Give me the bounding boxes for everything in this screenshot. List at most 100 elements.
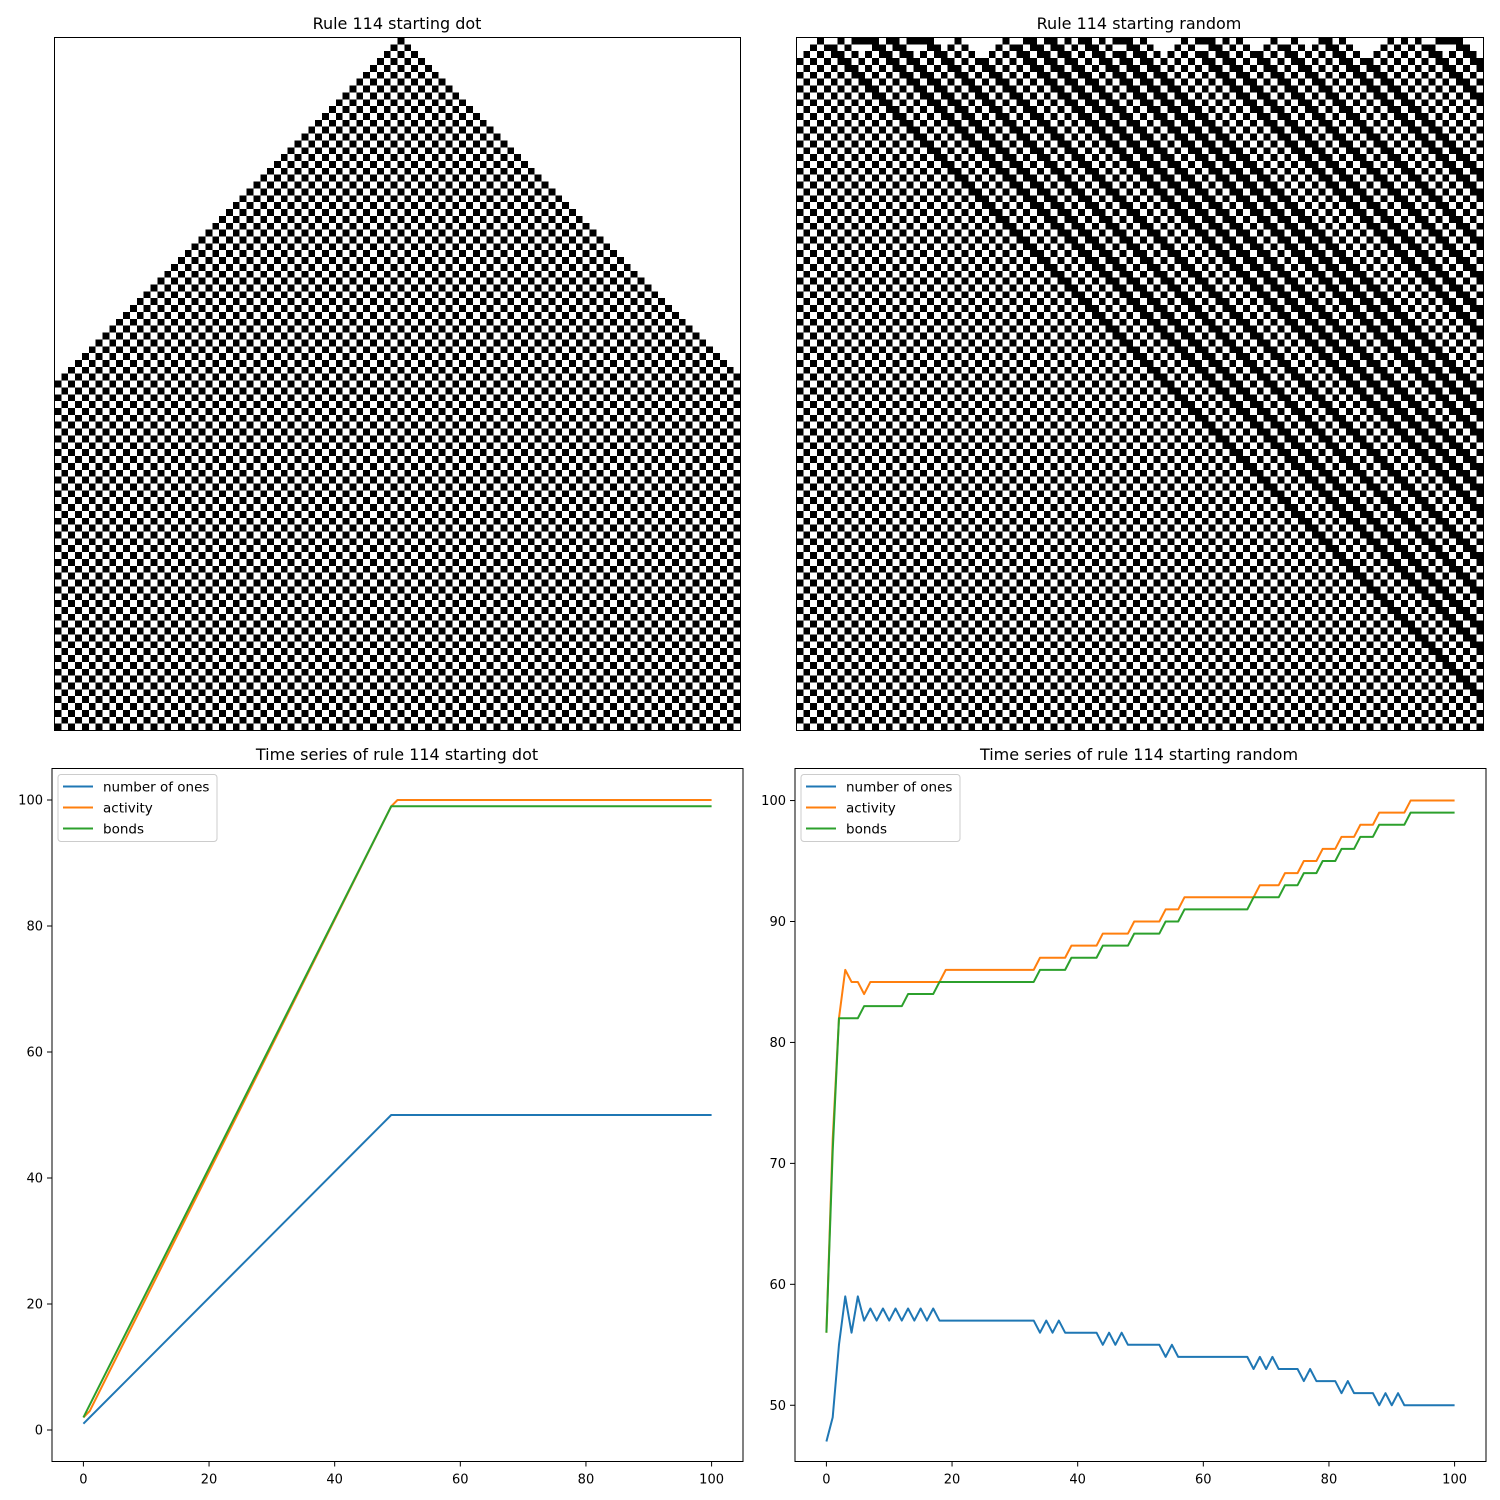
timeseries-dot-plot: 0 20 40 60 80 100 0 20 40 60 80 100 number of ones ac… [18,768,744,1488]
legend-label: number of ones [103,780,209,796]
ca-row [803,709,1484,717]
ca-row [226,209,576,216]
ca-row [54,572,734,580]
ca-row [95,339,707,347]
ca-row [54,627,734,635]
ca-row [796,387,1484,395]
ca-row [232,202,570,210]
ca-dot-panel: Rule 114 starting dot [54,14,741,731]
legend-label: activity [103,801,153,817]
ca-random-frame [796,37,1484,731]
x-tick-label: 40 [326,1473,343,1488]
ca-row [61,387,741,395]
ca-row [54,408,734,415]
ca-row [205,229,597,237]
y-tick-label: 80 [26,920,43,935]
ca-row [328,106,473,113]
ca-row [803,586,1484,594]
ca-row [136,298,666,306]
ca-row [54,394,734,402]
ca-row [803,284,1477,292]
ca-row [796,469,1484,477]
series-line-bonds [82,805,712,1418]
ca-row [796,703,1477,710]
legend: number of ones activity bonds [57,774,218,842]
ca-row [796,579,1477,587]
ca-row [383,51,419,59]
ca-row [796,497,1477,505]
ca-row [803,723,1484,731]
legend-label: bonds [103,822,144,838]
ca-row [335,99,467,107]
ca-row [803,147,1477,155]
ca-row [803,215,1477,223]
ca-row [803,600,1477,607]
series-line-number-of-ones [825,1295,1455,1442]
legend: number of ones activity bonds [800,774,961,842]
ca-row [803,380,1477,388]
ca-row [796,359,1484,367]
ca-row [810,44,1470,52]
ca-row [796,263,1477,271]
y-tick-label: 70 [769,1157,786,1172]
ca-row [191,243,611,251]
ca-row [88,346,714,354]
ca-row [61,401,741,409]
ca-row [342,92,460,100]
ca-row [796,483,1484,491]
timeseries-random-panel: Time series of rule 114 starting random … [761,745,1487,1488]
ca-row [54,435,734,443]
ca-row [796,428,1484,436]
ca-row [54,380,734,388]
ca-row [219,215,583,223]
ca-row [803,531,1477,539]
ca-row [796,373,1484,381]
y-tick-label: 80 [769,1036,786,1051]
y-tick-label: 60 [26,1046,43,1061]
ca-random-title: Rule 114 starting random [1037,14,1242,33]
x-tick-label: 80 [578,1473,595,1488]
ca-row [54,545,734,553]
ca-row [61,661,741,669]
ca-row [54,723,734,731]
ca-row [198,236,604,244]
x-tick-label: 40 [1069,1473,1086,1488]
ca-row [212,222,590,230]
ca-row [796,318,1477,326]
ca-row [803,133,1477,141]
ca-row [102,332,700,340]
ca-row [150,284,652,292]
ca-row [294,140,508,148]
timeseries-random-title: Time series of rule 114 starting random [979,745,1298,764]
ca-row [796,140,1484,148]
ca-row [796,305,1484,312]
y-tick-label: 20 [26,1298,43,1313]
ca-row [397,37,405,45]
ca-row [796,648,1484,656]
ca-row [803,298,1477,306]
ca-row [796,716,1477,724]
ca-row [803,325,1484,333]
ca-row [280,154,521,161]
ca-row [796,456,1477,463]
ca-row [54,709,734,717]
ca-row [803,490,1484,498]
ca-row [61,716,741,724]
x-tick-label: 60 [452,1473,469,1488]
timeseries-random-plot: 0 20 40 60 80 100 50 60 70 80 90 100 number of ones a… [761,768,1487,1488]
ca-row [796,85,1477,93]
ca-row [796,58,1484,65]
ca-row [803,627,1484,635]
ca-row [61,428,741,436]
ca-row [803,613,1477,621]
ca-row [274,161,528,168]
ca-row [796,99,1484,107]
ca-row [143,291,659,299]
ca-row [61,593,741,601]
series-line-activity [825,799,1455,1333]
ca-row [803,408,1484,415]
ca-row [796,209,1484,216]
ca-row [61,373,741,381]
ca-row [61,483,741,491]
